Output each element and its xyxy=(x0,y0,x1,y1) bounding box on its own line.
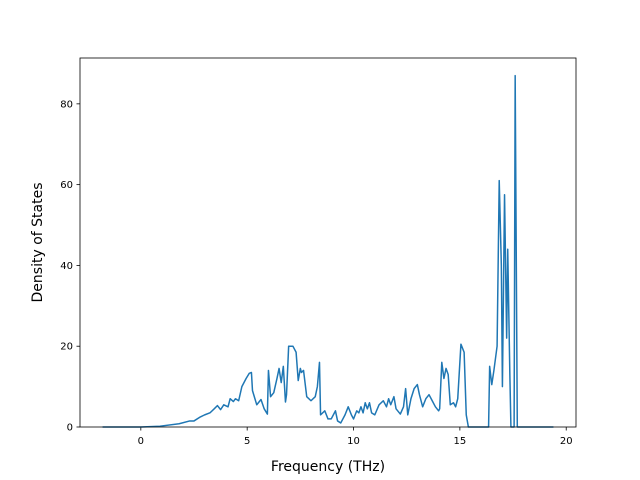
y-axis-label: Density of States xyxy=(30,183,46,303)
data-line xyxy=(102,74,554,428)
y-tick-label: 0 xyxy=(67,423,73,434)
y-tick-label: 40 xyxy=(60,261,73,272)
x-tick-label: 15 xyxy=(454,436,467,447)
y-tick-label: 20 xyxy=(60,342,73,353)
x-tick-label: 5 xyxy=(244,436,250,447)
x-tick-label: 0 xyxy=(138,436,144,447)
y-tick-label: 60 xyxy=(60,180,73,191)
x-axis-label: Frequency (THz) xyxy=(271,459,385,475)
y-tick-label: 80 xyxy=(60,99,73,110)
axes-frame xyxy=(79,57,577,428)
x-tick-label: 10 xyxy=(347,436,360,447)
x-tick-label: 20 xyxy=(560,436,573,447)
